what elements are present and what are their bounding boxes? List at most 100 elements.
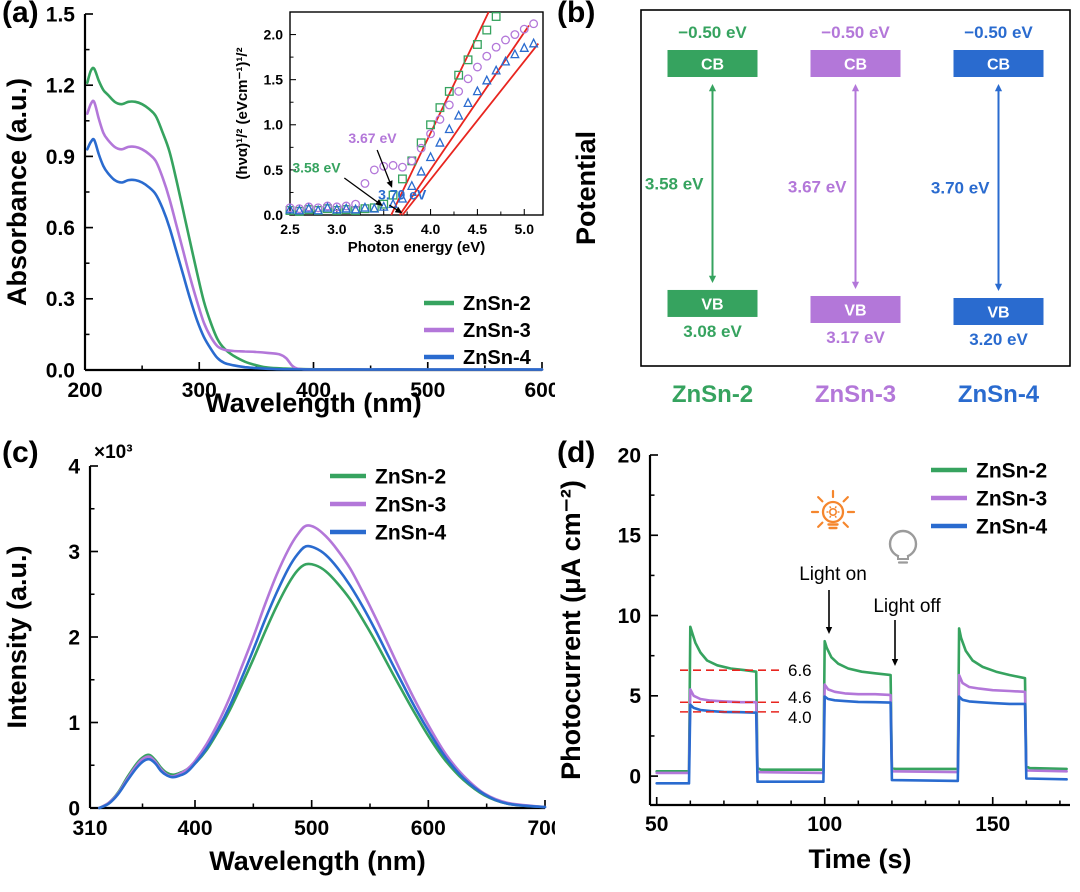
svg-text:3: 3 xyxy=(68,541,80,564)
panel-a-label: (a) xyxy=(2,0,39,29)
legend-label-ZnSn-2: ZnSn-2 xyxy=(375,466,446,489)
band-column-ZnSn-3: −0.50 eV CB 3.67 eV VB 3.17 eV ZnSn-3 xyxy=(788,23,901,408)
curve-ZnSn-3 xyxy=(86,99,544,371)
cb-box xyxy=(667,50,758,77)
legend-label-ZnSn-3: ZnSn-3 xyxy=(976,488,1047,511)
svg-text:150: 150 xyxy=(975,813,1010,836)
curve-ZnSn-3 xyxy=(655,673,1068,775)
dashed-level-label: 4.0 xyxy=(788,708,812,727)
svg-text:400: 400 xyxy=(296,379,331,402)
cb-text: CB xyxy=(987,57,1010,74)
absorbance-chart: 200 300 400 500 600 0.0 0.3 0.6 0.9 1.2 1.5 Wavelen… xyxy=(2,0,555,418)
band-diagram-frame xyxy=(640,9,1071,367)
y-axis-multiplier: ×10³ xyxy=(94,442,133,463)
panel-pl-intensity: (c) 310 400 500 600 700 0 1 2 3 4 Wavelength (nm) I… xyxy=(0,436,555,892)
a-inset-xlabel: Photon energy (eV) xyxy=(348,239,486,256)
svg-text:4.5: 4.5 xyxy=(468,221,488,237)
a-ylabel: Absorbance (a.u.) xyxy=(2,78,32,306)
vb-text: VB xyxy=(701,296,723,313)
vb-text: VB xyxy=(987,305,1009,322)
tauc-fit-line-0 xyxy=(390,11,490,216)
svg-text:1: 1 xyxy=(68,712,80,735)
d-ylabel: Photocurrent (μA cm⁻²) xyxy=(556,480,586,780)
cb-box xyxy=(953,50,1044,77)
sample-label: ZnSn-4 xyxy=(958,381,1040,408)
cb-text: CB xyxy=(844,57,867,74)
d-axes: 50 100 150 0 5 10 15 20 Time (s) Photocurrent (μA… xyxy=(556,444,1070,874)
c-ylabel: Intensity (a.u.) xyxy=(2,545,32,728)
legend-label-ZnSn-3: ZnSn-3 xyxy=(375,494,446,517)
d-xlabel: Time (s) xyxy=(808,844,911,874)
bandgap-annotation: 3.70 eV xyxy=(378,187,427,203)
light-on-label: Light on xyxy=(799,564,867,585)
potential-axis-label: Potential xyxy=(571,131,601,245)
inset-scatter-ZnSn-3 xyxy=(285,19,539,214)
svg-text:1.2: 1.2 xyxy=(46,75,75,98)
cb-energy-label: −0.50 eV xyxy=(678,23,747,42)
vb-box xyxy=(667,289,758,317)
sample-label: ZnSn-3 xyxy=(815,381,896,408)
bandgap-label: 3.70 eV xyxy=(931,179,990,198)
svg-text:50: 50 xyxy=(645,813,668,836)
cb-box xyxy=(810,50,901,77)
curve-ZnSn-3 xyxy=(98,524,547,810)
svg-text:10: 10 xyxy=(618,605,641,628)
svg-text:400: 400 xyxy=(177,817,212,840)
svg-text:0.6: 0.6 xyxy=(46,217,75,240)
svg-text:600: 600 xyxy=(524,379,555,402)
svg-text:3.5: 3.5 xyxy=(374,221,394,237)
svg-text:1.5: 1.5 xyxy=(46,3,76,26)
band-column-ZnSn-2: −0.50 eV CB 3.58 eV VB 3.08 eV ZnSn-2 xyxy=(645,23,758,408)
svg-text:5.0: 5.0 xyxy=(515,221,535,237)
svg-text:0.0: 0.0 xyxy=(264,207,284,223)
svg-text:2.5: 2.5 xyxy=(280,221,300,237)
inset-scatter-ZnSn-4 xyxy=(285,37,539,215)
vb-energy-label: 3.17 eV xyxy=(826,328,885,347)
cb-energy-label: −0.50 eV xyxy=(821,23,890,42)
vb-text: VB xyxy=(844,302,866,319)
svg-text:0: 0 xyxy=(68,797,80,820)
svg-text:300: 300 xyxy=(182,379,217,402)
svg-text:310: 310 xyxy=(72,817,107,840)
a-inset-axes: 2.5 3.0 3.5 4.0 4.5 5.0 0.0 0.5 1.0 1.5 2.0 Photon … xyxy=(234,11,544,256)
svg-text:2.0: 2.0 xyxy=(264,26,284,42)
c-axes: 310 400 500 600 700 0 1 2 3 4 Wavelength (nm) Inten… xyxy=(2,455,555,876)
svg-text:4: 4 xyxy=(68,455,80,478)
vb-energy-label: 3.20 eV xyxy=(969,330,1028,349)
bandgap-annotation: 3.58 eV xyxy=(292,160,341,176)
svg-text:500: 500 xyxy=(294,817,329,840)
svg-text:0.5: 0.5 xyxy=(264,162,284,178)
svg-text:1.0: 1.0 xyxy=(264,117,284,133)
legend-label-ZnSn-4: ZnSn-4 xyxy=(375,522,446,545)
legend: ZnSn-2 ZnSn-3 ZnSn-4 xyxy=(330,466,446,545)
curve-ZnSn-2 xyxy=(98,562,547,810)
a-axes: 200 300 400 500 600 0.0 0.3 0.6 0.9 1.2 1.5 Wavelen… xyxy=(2,3,555,418)
svg-text:700: 700 xyxy=(527,817,555,840)
svg-text:600: 600 xyxy=(411,817,446,840)
band-diagram: Potential −0.50 eV CB 3.58 eV VB 3.08 eV ZnSn-… xyxy=(571,9,1071,408)
a-xlabel: Wavelength (nm) xyxy=(205,388,422,418)
svg-text:3.0: 3.0 xyxy=(327,221,347,237)
cb-energy-label: −0.50 eV xyxy=(964,23,1033,42)
c-xlabel: Wavelength (nm) xyxy=(209,846,426,876)
svg-text:0.9: 0.9 xyxy=(46,146,75,169)
legend-label-ZnSn-3: ZnSn-3 xyxy=(463,320,531,342)
panel-absorbance: (a) 200 300 400 500 600 0.0 0.3 0.6 0.9 1.2 1.5 Wav… xyxy=(0,0,555,432)
legend: ZnSn-2 ZnSn-3 ZnSn-4 xyxy=(424,293,532,369)
pl-intensity-chart: 310 400 500 600 700 0 1 2 3 4 Wavelength (nm) Inten… xyxy=(2,442,555,876)
panel-b-label: (b) xyxy=(557,0,596,29)
legend: ZnSn-2 ZnSn-3 ZnSn-4 xyxy=(931,460,1047,539)
sample-label: ZnSn-2 xyxy=(672,381,753,408)
curve-ZnSn-4 xyxy=(98,544,547,810)
light-off-bulb-icon xyxy=(888,529,918,564)
panel-c-label: (c) xyxy=(2,436,39,469)
svg-text:200: 200 xyxy=(67,379,102,402)
svg-text:0.0: 0.0 xyxy=(46,359,75,382)
curve-ZnSn-4 xyxy=(655,695,1068,785)
bandgap-label: 3.58 eV xyxy=(645,174,704,193)
svg-text:2: 2 xyxy=(68,626,80,649)
svg-text:4.0: 4.0 xyxy=(421,221,441,237)
band-column-ZnSn-4: −0.50 eV CB 3.70 eV VB 3.20 eV ZnSn-4 xyxy=(931,23,1044,408)
dashed-level-label: 4.6 xyxy=(788,688,812,707)
